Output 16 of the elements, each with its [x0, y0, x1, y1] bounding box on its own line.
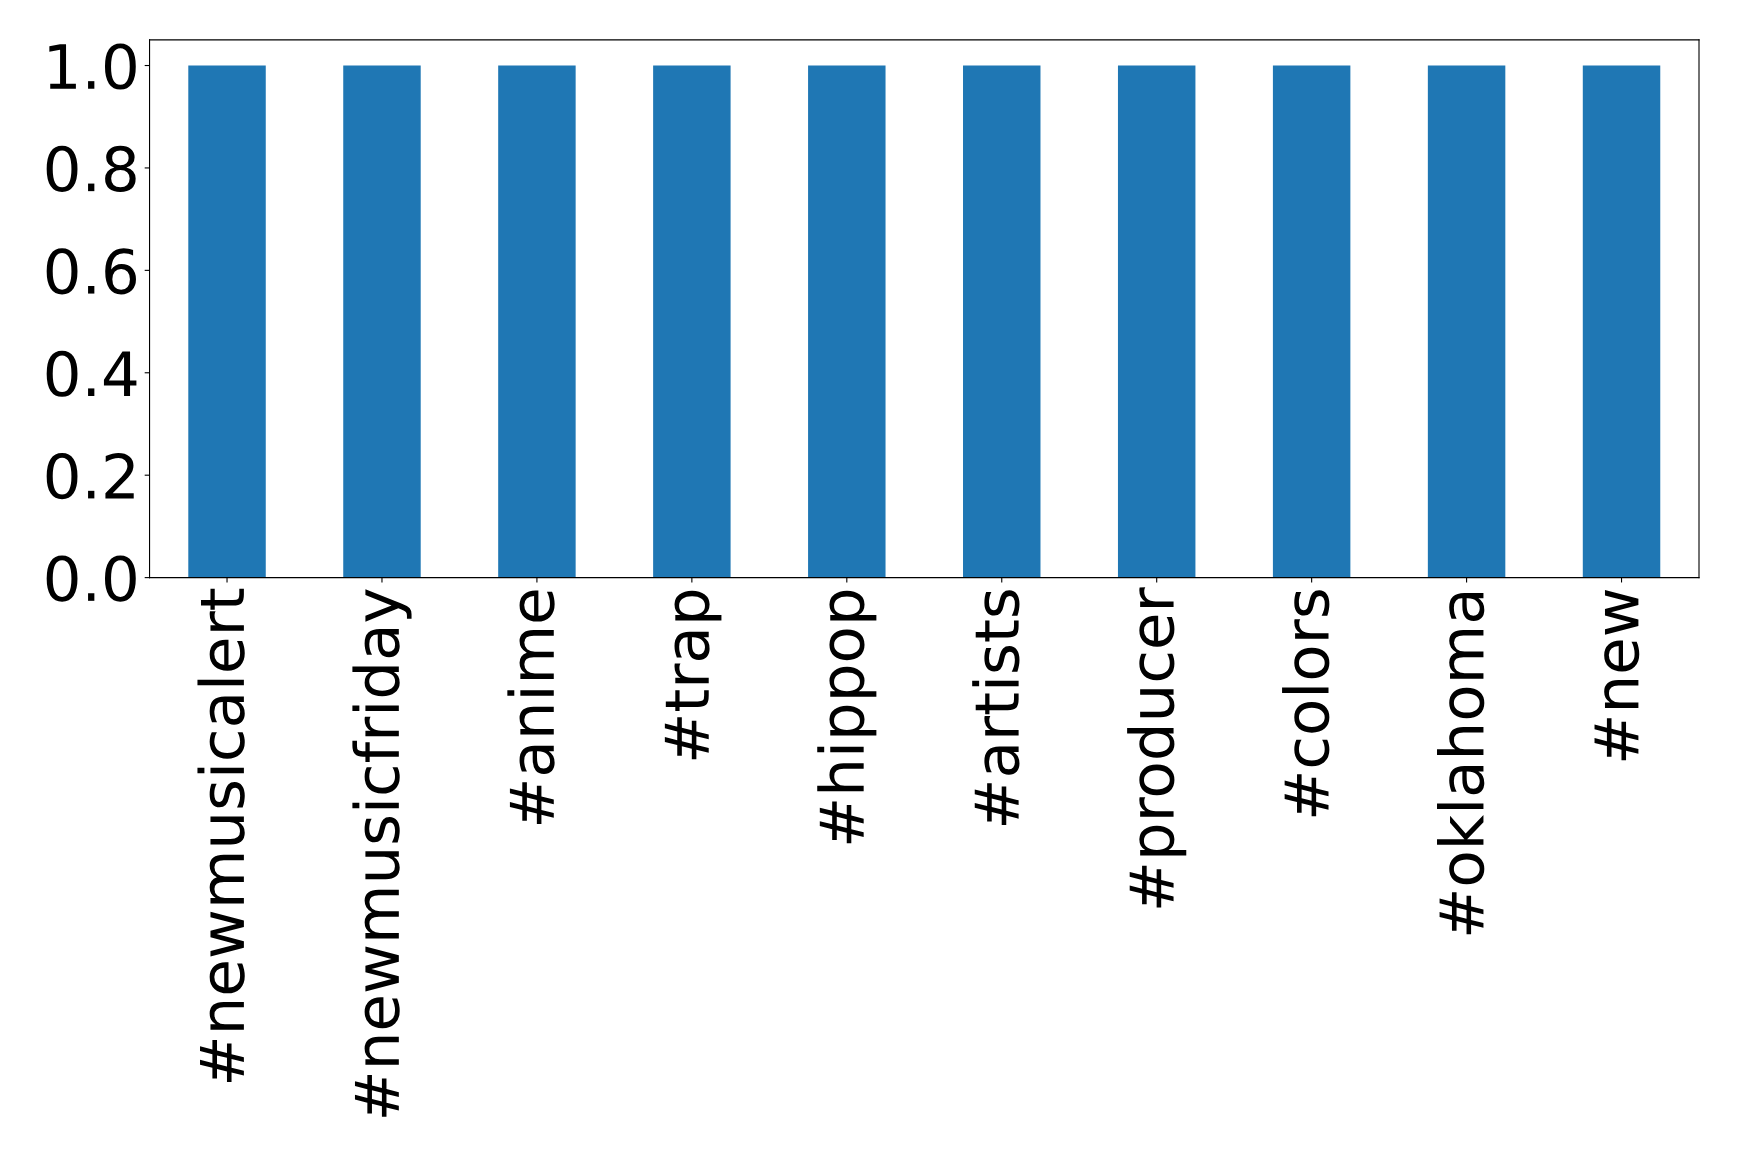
x-tick-label: #artists — [972, 590, 1020, 825]
y-tick-label: 1.0 — [49, 43, 136, 90]
x-tick-label: #hippop — [817, 590, 877, 844]
y-tick-label: 0.2 — [46, 453, 134, 500]
y-tick-label: 0.6 — [46, 248, 136, 295]
y-tick-label: 0.4 — [46, 350, 137, 397]
x-tick-label: #trap — [664, 590, 722, 760]
x-tick-label: #oklahoma — [1437, 592, 1485, 935]
x-tick-label: #producer — [1127, 587, 1187, 908]
x-tick-label: #new — [1594, 589, 1640, 761]
x-tick-label: #anime — [507, 590, 555, 825]
y-tick-label: 0.8 — [46, 145, 136, 193]
x-tick-label: #newmusicalert — [197, 588, 245, 1082]
x-tick-label: #newmusicfriday — [352, 589, 412, 1117]
x-tick-label: #colors — [1282, 590, 1330, 817]
y-tick-label: 0.0 — [46, 555, 136, 602]
